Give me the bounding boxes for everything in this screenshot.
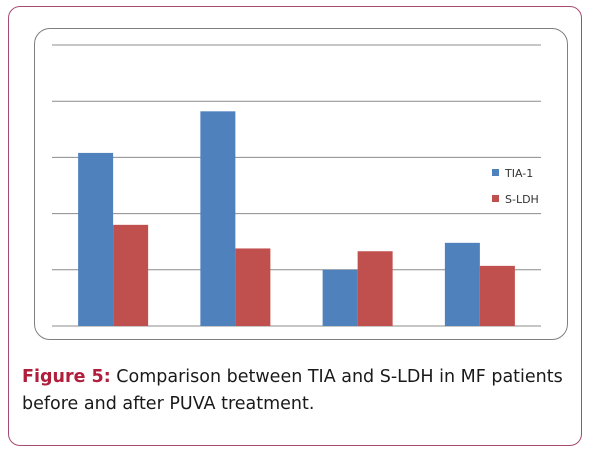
figure-frame <box>8 6 582 446</box>
legend-label-tia-1: TIA-1 <box>504 167 533 180</box>
bar-tia-1-4 <box>444 242 480 326</box>
figure-caption: Figure 5: Comparison between TIA and S-L… <box>22 364 572 418</box>
legend-label-s-ldh: S-LDH <box>505 193 539 206</box>
figure-label: Figure 5: <box>22 367 111 387</box>
bar-tia-1-2 <box>200 111 236 326</box>
bar-s-ldh-4 <box>479 265 515 326</box>
bar-s-ldh-2 <box>235 248 271 326</box>
bar-s-ldh-1 <box>113 224 149 326</box>
legend: TIA-1 S-LDH <box>492 167 539 206</box>
bars <box>78 111 515 326</box>
bar-tia-1-3 <box>322 269 358 326</box>
legend-swatch-tia-1 <box>492 169 499 176</box>
bar-s-ldh-3 <box>357 251 393 326</box>
bar-tia-1-1 <box>78 152 114 326</box>
legend-swatch-s-ldh <box>492 195 499 202</box>
caption-text: Comparison between TIA and S-LDH in MF p… <box>22 367 563 414</box>
